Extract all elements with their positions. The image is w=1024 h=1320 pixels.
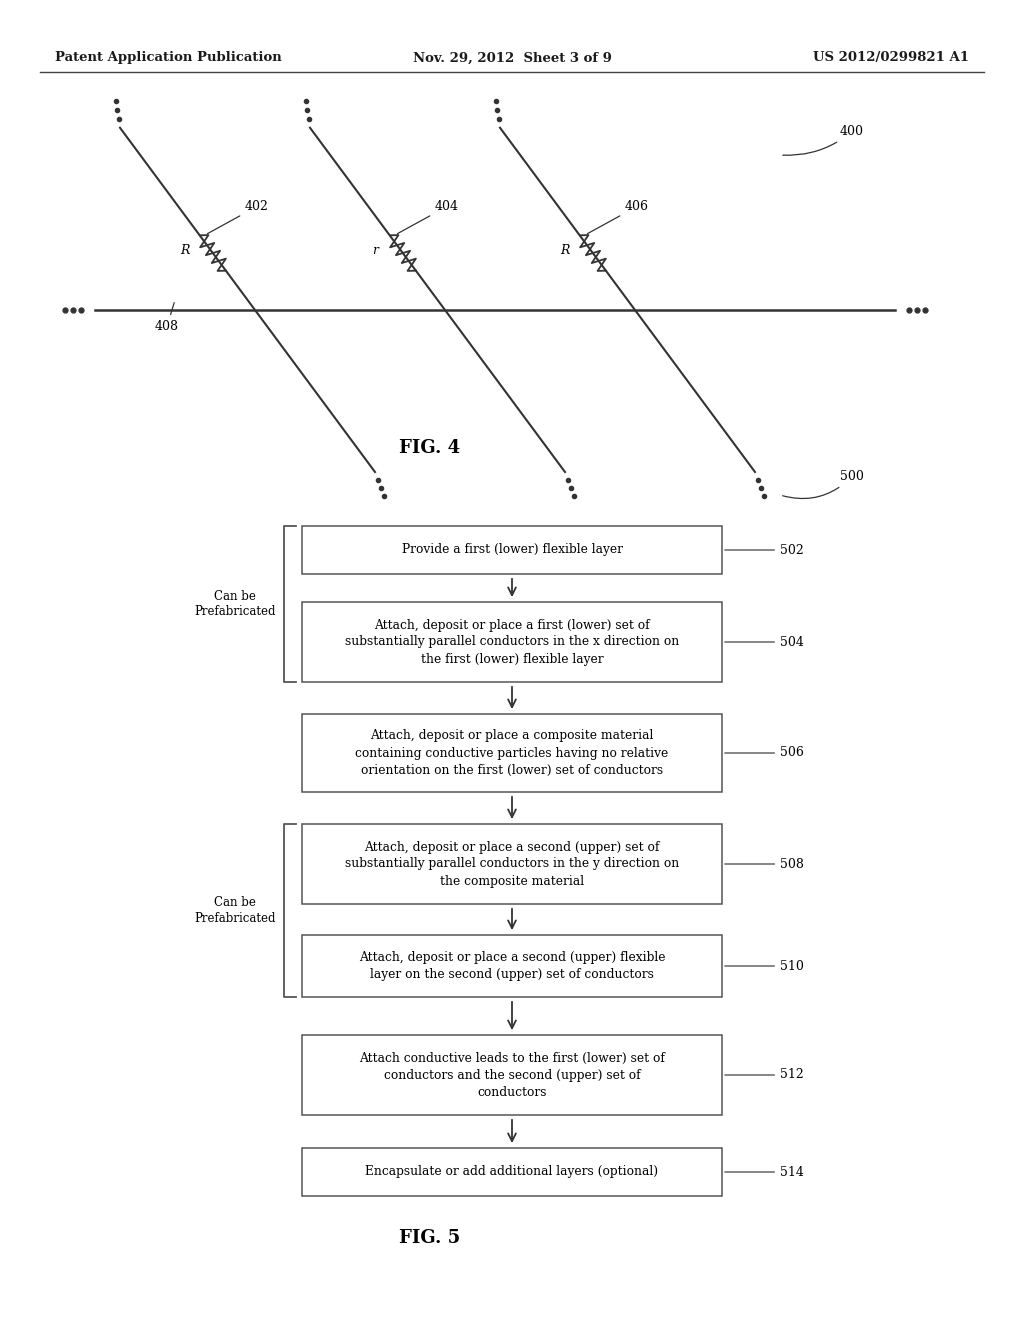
Text: FIG. 5: FIG. 5 xyxy=(399,1229,461,1247)
Text: 402: 402 xyxy=(208,201,269,234)
Text: Patent Application Publication: Patent Application Publication xyxy=(55,51,282,65)
FancyBboxPatch shape xyxy=(302,602,722,682)
Text: Attach conductive leads to the first (lower) set of
conductors and the second (u: Attach conductive leads to the first (lo… xyxy=(359,1052,665,1098)
FancyBboxPatch shape xyxy=(302,935,722,997)
Text: 514: 514 xyxy=(725,1166,804,1179)
Text: 504: 504 xyxy=(725,635,804,648)
Text: 512: 512 xyxy=(725,1068,804,1081)
Text: 408: 408 xyxy=(155,302,179,333)
Text: 406: 406 xyxy=(588,201,649,234)
Text: R: R xyxy=(560,243,569,256)
Text: 510: 510 xyxy=(725,960,804,973)
FancyBboxPatch shape xyxy=(302,1035,722,1115)
FancyBboxPatch shape xyxy=(302,1148,722,1196)
Text: Can be
Prefabricated: Can be Prefabricated xyxy=(195,896,276,924)
Text: Provide a first (lower) flexible layer: Provide a first (lower) flexible layer xyxy=(401,544,623,557)
Text: Attach, deposit or place a second (upper) flexible
layer on the second (upper) s: Attach, deposit or place a second (upper… xyxy=(358,950,666,981)
Text: FIG. 4: FIG. 4 xyxy=(399,440,461,457)
Text: US 2012/0299821 A1: US 2012/0299821 A1 xyxy=(813,51,969,65)
Text: 508: 508 xyxy=(725,858,804,870)
Text: Attach, deposit or place a first (lower) set of
substantially parallel conductor: Attach, deposit or place a first (lower)… xyxy=(345,619,679,665)
Text: Can be
Prefabricated: Can be Prefabricated xyxy=(195,590,276,618)
Text: Attach, deposit or place a second (upper) set of
substantially parallel conducto: Attach, deposit or place a second (upper… xyxy=(345,841,679,887)
Text: Encapsulate or add additional layers (optional): Encapsulate or add additional layers (op… xyxy=(366,1166,658,1179)
Text: 506: 506 xyxy=(725,747,804,759)
FancyBboxPatch shape xyxy=(302,525,722,574)
Text: 502: 502 xyxy=(725,544,804,557)
Text: Attach, deposit or place a composite material
containing conductive particles ha: Attach, deposit or place a composite mat… xyxy=(355,730,669,776)
FancyBboxPatch shape xyxy=(302,824,722,904)
Text: 400: 400 xyxy=(782,125,864,156)
FancyBboxPatch shape xyxy=(302,714,722,792)
Text: 500: 500 xyxy=(782,470,864,499)
Text: R: R xyxy=(180,243,189,256)
Text: r: r xyxy=(372,243,378,256)
Text: 404: 404 xyxy=(397,201,459,234)
Text: Nov. 29, 2012  Sheet 3 of 9: Nov. 29, 2012 Sheet 3 of 9 xyxy=(413,51,611,65)
